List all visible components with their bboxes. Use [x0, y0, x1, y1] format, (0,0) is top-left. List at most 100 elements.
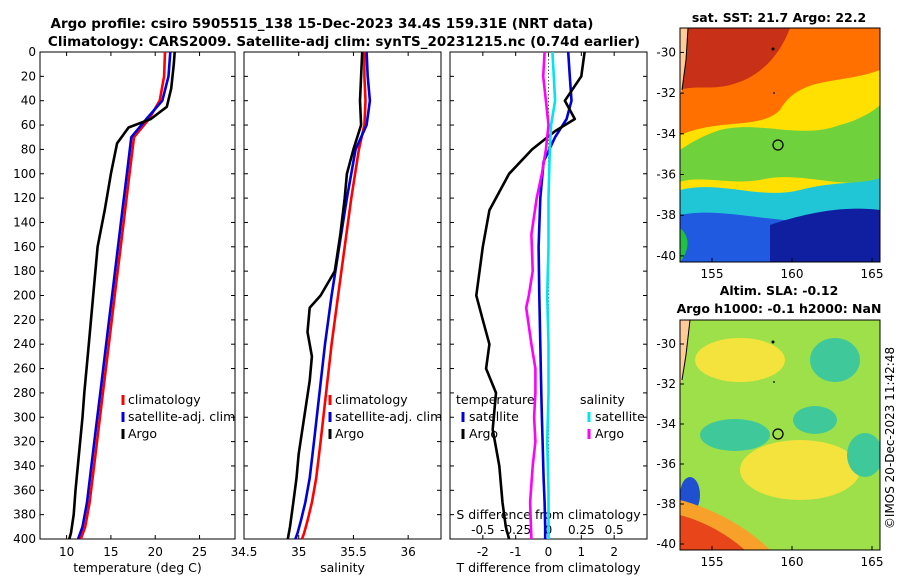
sla-teal-blob-2 [700, 419, 770, 451]
series-argo [286, 51, 364, 540]
legend-label: satellite-adj. clim [335, 409, 442, 424]
sst-island [771, 47, 775, 51]
map-y-tick-label: -36 [656, 457, 676, 471]
series-s-argo [524, 51, 550, 540]
y-tick-label: 400 [13, 532, 36, 546]
map-x-tick-label: 165 [861, 555, 884, 569]
y-tick-label: 280 [13, 386, 36, 400]
temperature-panel: 0 20 40 60 80 100 120 140 160 180 200 220 240 260 280 3… [13, 45, 236, 575]
legend-label: Argo [469, 426, 498, 441]
x-tick-label: 1 [578, 545, 586, 559]
temperature-xlabel: temperature (deg C) [73, 560, 202, 575]
legend-label: climatology [335, 392, 408, 407]
figure-title-line2: Climatology: CARS2009. Satellite-adj cli… [48, 34, 640, 50]
map-y-tick-label: -34 [656, 417, 676, 431]
sla-teal-blob-4 [847, 433, 880, 477]
s-tick-label: -0.5 [471, 523, 494, 537]
y-tick-label: 100 [13, 167, 36, 181]
y-tick-label: 140 [13, 215, 36, 229]
map-x-tick-label: 155 [701, 267, 724, 281]
sst-green-band [680, 105, 880, 183]
sst-map-ticks: 155 160 165 -30 -32 -34 -36 -38 -40 [656, 45, 883, 281]
y-tick-label: 200 [13, 289, 36, 303]
profile-panels: 0204060801001201401601802002202402602803… [13, 45, 648, 575]
sla-argo-marker [772, 428, 784, 440]
map-y-tick-label: -30 [656, 45, 676, 59]
difference-xlabel: T difference from climatology [455, 560, 641, 575]
sst-coastline [681, 28, 689, 91]
map-y-tick-label: -32 [656, 377, 676, 391]
salinity-panel: 34.5 35 35.5 36 salinity climatology satellite… [231, 51, 442, 575]
sst-argo-marker [772, 139, 784, 151]
map-y-tick-label: -34 [656, 127, 676, 141]
x-tick-label: 2 [610, 545, 618, 559]
map-x-tick-label: 155 [701, 555, 724, 569]
x-tick-label: 25 [192, 545, 207, 559]
y-tick-label: 20 [21, 69, 36, 83]
sla-teal-blob-3 [793, 406, 837, 434]
y-tick-label: 40 [21, 94, 36, 108]
sla-map: 155 160 165 -30 -32 -34 -36 -38 -40 [656, 319, 883, 569]
sla-map-title-line1: Altim. SLA: -0.12 [720, 283, 839, 298]
s-tick-label: 0.5 [605, 523, 624, 537]
sla-red-blob [680, 515, 745, 550]
map-y-tick-label: -32 [656, 86, 676, 100]
sla-coastline [681, 320, 691, 381]
legend-label: satellite [469, 409, 519, 424]
sst-coldest-region [770, 208, 880, 262]
y-tick-label: 340 [13, 459, 36, 473]
sst-islet [773, 92, 775, 94]
series-t-argo [474, 51, 586, 540]
legend-label: Argo [595, 426, 624, 441]
y-tick-label: 80 [21, 142, 36, 156]
y-tick-label: 240 [13, 337, 36, 351]
series-t-satellite [537, 51, 573, 539]
x-tick-label: -2 [477, 545, 489, 559]
s-tick-label: 0.25 [568, 523, 595, 537]
x-tick-label: 35 [291, 545, 306, 559]
sla-yellow-blob-2 [740, 440, 860, 500]
sla-land [680, 320, 690, 385]
legend-label: satellite [595, 409, 645, 424]
y-tick-label: 180 [13, 264, 36, 278]
y-tick-label: 160 [13, 240, 36, 254]
x-tick-label: 35.5 [340, 545, 367, 559]
imos-footer: ©IMOS 20-Dec-2023 11:42:48 [883, 347, 897, 529]
map-y-tick-label: -30 [656, 337, 676, 351]
sst-coastal-patch [680, 228, 688, 262]
legend-label: climatology [128, 392, 201, 407]
sst-map-frame [679, 27, 881, 263]
sst-land [680, 28, 688, 95]
map-y-tick-label: -36 [656, 168, 676, 182]
y-tick-label: 0 [28, 45, 36, 59]
legend-label: Argo [335, 426, 364, 441]
sst-map: 155 160 165 -30 -32 -34 -36 -38 -40 [656, 27, 883, 281]
series-climatology [300, 52, 367, 540]
x-tick-label: 10 [59, 545, 74, 559]
map-y-tick-label: -40 [656, 249, 676, 263]
series-satellite-adj-clim [76, 51, 172, 540]
sla-teal-blob-1 [810, 338, 860, 382]
sla-islet [773, 381, 775, 383]
series-argo [68, 51, 176, 540]
x-tick-label: -1 [510, 545, 522, 559]
sla-yellow-blob-1 [695, 338, 785, 382]
salinity-xlabel: salinity [320, 560, 365, 575]
sla-map-ticks: 155 160 165 -30 -32 -34 -36 -38 -40 [656, 337, 883, 569]
y-tick-label: 320 [13, 435, 36, 449]
y-tick-label: 300 [13, 410, 36, 424]
series-satellite-adj-clim [294, 51, 372, 540]
map-x-tick-label: 165 [861, 267, 884, 281]
series-s-satellite [545, 51, 557, 539]
map-y-tick-label: -38 [656, 497, 676, 511]
x-tick-label: 15 [103, 545, 118, 559]
x-tick-label: 34.5 [231, 545, 258, 559]
sla-island [771, 340, 775, 344]
y-tick-label: 360 [13, 483, 36, 497]
sla-map-frame [679, 319, 881, 551]
figure-title-line1: Argo profile: csiro 5905515_138 15-Dec-2… [51, 16, 594, 32]
legend-label: satellite-adj. clim [128, 409, 235, 424]
